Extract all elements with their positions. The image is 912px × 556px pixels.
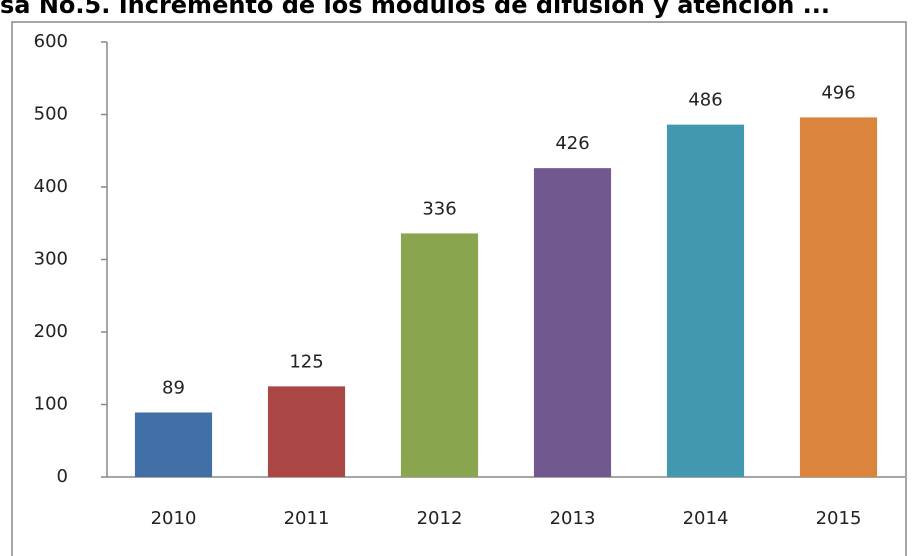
chart-title: sa No.5. Incremento de los módulos de di…: [0, 0, 830, 19]
value-label: 125: [289, 351, 323, 372]
value-label: 486: [688, 90, 722, 111]
x-tick-label: 2014: [683, 508, 729, 529]
bar: [666, 124, 745, 478]
bar: [533, 168, 612, 477]
value-label: 336: [422, 198, 456, 219]
bar: [267, 386, 346, 477]
value-label: 89: [162, 377, 185, 398]
bar: [799, 117, 878, 478]
y-tick-label: 0: [57, 466, 68, 487]
x-tick-label: 2012: [417, 508, 463, 529]
x-tick-label: 2015: [816, 508, 862, 529]
value-label: 426: [555, 133, 589, 154]
y-tick-label: 200: [34, 321, 68, 342]
y-tick-label: 100: [34, 394, 68, 415]
x-tick-label: 2013: [550, 508, 596, 529]
y-tick-label: 400: [34, 176, 68, 197]
bar: [134, 412, 213, 477]
y-tick-label: 600: [34, 31, 68, 52]
y-tick-label: 500: [34, 104, 68, 125]
bar: [400, 233, 479, 477]
value-label: 496: [821, 82, 855, 103]
x-tick-label: 2010: [151, 508, 197, 529]
y-tick-label: 300: [34, 249, 68, 270]
x-tick-label: 2011: [284, 508, 330, 529]
